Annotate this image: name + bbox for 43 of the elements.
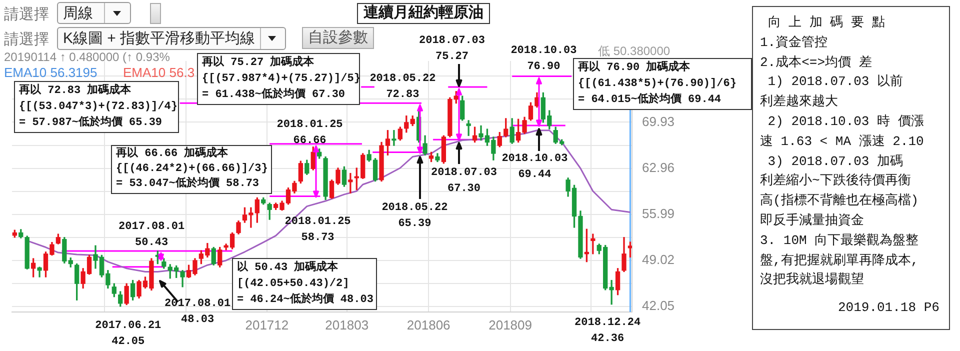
x-tick-label: 201806 bbox=[406, 317, 450, 332]
y-tick-label: 42.05 bbox=[642, 298, 675, 313]
annotation: 2017.08.01 48.03 bbox=[164, 296, 231, 328]
annotation: 再以 72.83 加碼成本 {[(53.047*3)+(72.83)]/4} = 57.987~低於均價 65.39 bbox=[14, 81, 179, 133]
chart-title: 連續月紐約輕原油 bbox=[357, 3, 490, 24]
text: 2.成本<=>均價 差 bbox=[760, 54, 872, 72]
y-tick-label: 69.93 bbox=[642, 114, 675, 129]
text: 2019.01.18 P6 bbox=[838, 299, 940, 317]
annotation: 再以 66.66 加碼成本 {[(46.24*2)+(66.66)]/3} = 53.047~低於均價 58.73 bbox=[111, 145, 272, 194]
annotation: 再以 76.90 加碼成本 {[(61.438*5)+(76.90)]/6} = 64.015~低於均價 69.44 bbox=[573, 58, 752, 110]
text: 請選擇 bbox=[4, 30, 49, 49]
annotation: 2018.10.03 69.44 bbox=[502, 152, 568, 184]
candlestick bbox=[348, 172, 353, 194]
text: 向 上 加 碼 要 點 bbox=[766, 14, 885, 32]
candlestick bbox=[466, 120, 471, 136]
annotation: EMA10 56.3195 bbox=[4, 65, 98, 80]
text: 3. 10M 向下最樂觀為盤整盤,有把握就刷單再降成本,沒把我就退場觀望 bbox=[760, 232, 919, 290]
dropdown: 周線 bbox=[57, 2, 131, 24]
annotation: 2018.05.22 65.39 bbox=[382, 201, 448, 232]
candlestick bbox=[392, 130, 396, 146]
x-tick-label: 201809 bbox=[488, 317, 532, 332]
button: 自設參數 bbox=[302, 27, 374, 49]
annotation: 2018.07.03 75.27 bbox=[418, 34, 486, 65]
annotation: 2017.06.21 42.05 bbox=[95, 319, 162, 350]
annotation: EMA10 56.3 bbox=[123, 65, 195, 80]
annotation: 20190114 ↑ 0.480000 (↑ 0.93% bbox=[4, 50, 170, 64]
x-tick-label: 201712 bbox=[245, 317, 289, 332]
text: 1.資金管控 bbox=[760, 34, 828, 52]
y-tick-label: 49.02 bbox=[642, 252, 675, 267]
annotation: 以 50.43 加碼成本 [(42.05+50.43)/2] = 46.24~低於均價 48.03 bbox=[232, 258, 377, 310]
text: 2) 2018.10.03 時 價漲速 1.63 < MA 漲速 2.10 bbox=[760, 113, 924, 151]
x-tick-label: 201803 bbox=[325, 317, 369, 332]
y-tick-label: 62.96 bbox=[642, 160, 675, 175]
text: 3) 2018.07.03 加碼利差縮小~下跌後待價再衡高(指標不背離也在極高檔)即反手減量抽資金 bbox=[760, 152, 919, 230]
y-tick-label: 55.99 bbox=[642, 206, 675, 221]
annotation: 2017.08.01 50.43 bbox=[118, 220, 185, 252]
annotation: 2018.07.03 67.30 bbox=[430, 166, 498, 197]
text: 請選擇 bbox=[4, 5, 49, 24]
dropdown: K線圖 + 指數平滑移動平均線 bbox=[57, 27, 286, 50]
annotation: 2018.12.24 42.36 bbox=[574, 316, 641, 348]
annotation: 2018.05.22 72.83 bbox=[370, 72, 436, 104]
text: 1) 2018.07.03 以前利差越來越大 bbox=[760, 73, 904, 112]
text: 低 50.380000 bbox=[598, 43, 670, 60]
